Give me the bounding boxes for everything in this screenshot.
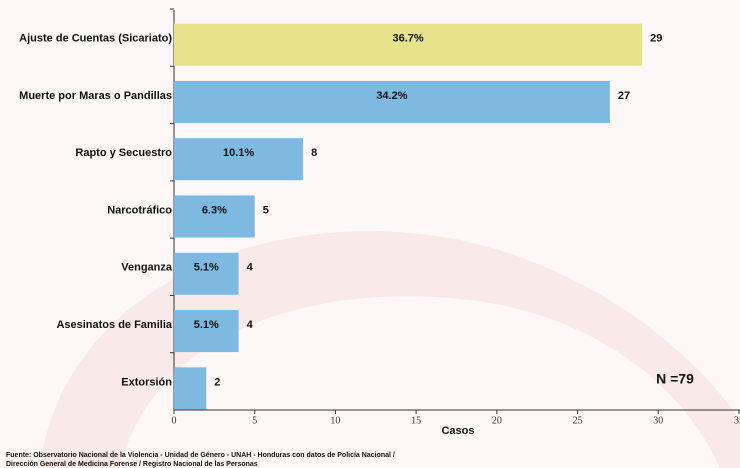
x-axis-label: Casos (441, 425, 474, 437)
bar (174, 195, 255, 238)
y-tick-label: Extorsión (121, 376, 172, 388)
annotation: N =79 (656, 371, 694, 387)
y-tick-label: Ajuste de Cuentas (Sicariato) (19, 33, 172, 45)
value-label: 5 (263, 204, 269, 216)
source: Dirección General de Medicina Forense / … (6, 461, 258, 468)
value-label: 2 (214, 376, 220, 388)
x-tick-label: 20 (492, 415, 502, 426)
y-tick-label: Muerte por Maras o Pandillas (19, 90, 172, 102)
value-label: 4 (247, 262, 254, 274)
percent-label: 34.2% (376, 90, 407, 102)
bar (174, 367, 207, 410)
bar (174, 23, 643, 66)
value-label: 27 (618, 90, 630, 102)
bar (174, 138, 304, 181)
y-tick-label: Asesinatos de Familia (56, 319, 172, 331)
decor-arc (120, 296, 720, 468)
value-label: 29 (650, 33, 662, 45)
x-tick-label: 25 (573, 415, 583, 426)
value-label: 4 (247, 319, 254, 331)
y-tick-label: Rapto y Secuestro (75, 147, 172, 159)
percent-label: 5.1% (194, 262, 219, 274)
x-tick-label: 0 (172, 415, 177, 426)
value-label: 8 (311, 147, 317, 159)
percent-label: 6.3% (202, 204, 227, 216)
percent-label: 5.1% (194, 319, 219, 331)
source: Fuente: Observatorio Nacional de la Viol… (6, 452, 395, 459)
percent-label: 10.1% (223, 147, 254, 159)
bar (174, 80, 610, 123)
x-tick-label: 30 (653, 415, 663, 426)
x-tick-label: 5 (252, 415, 257, 426)
x-tick-label: 15 (411, 415, 421, 426)
y-tick-label: Narcotráfico (107, 204, 172, 216)
bar (174, 310, 239, 353)
x-tick-label: 10 (330, 415, 340, 426)
bar (174, 252, 239, 295)
percent-label: 36.7% (392, 33, 423, 45)
y-tick-label: Venganza (121, 262, 173, 274)
x-tick-label: 35 (734, 415, 740, 426)
